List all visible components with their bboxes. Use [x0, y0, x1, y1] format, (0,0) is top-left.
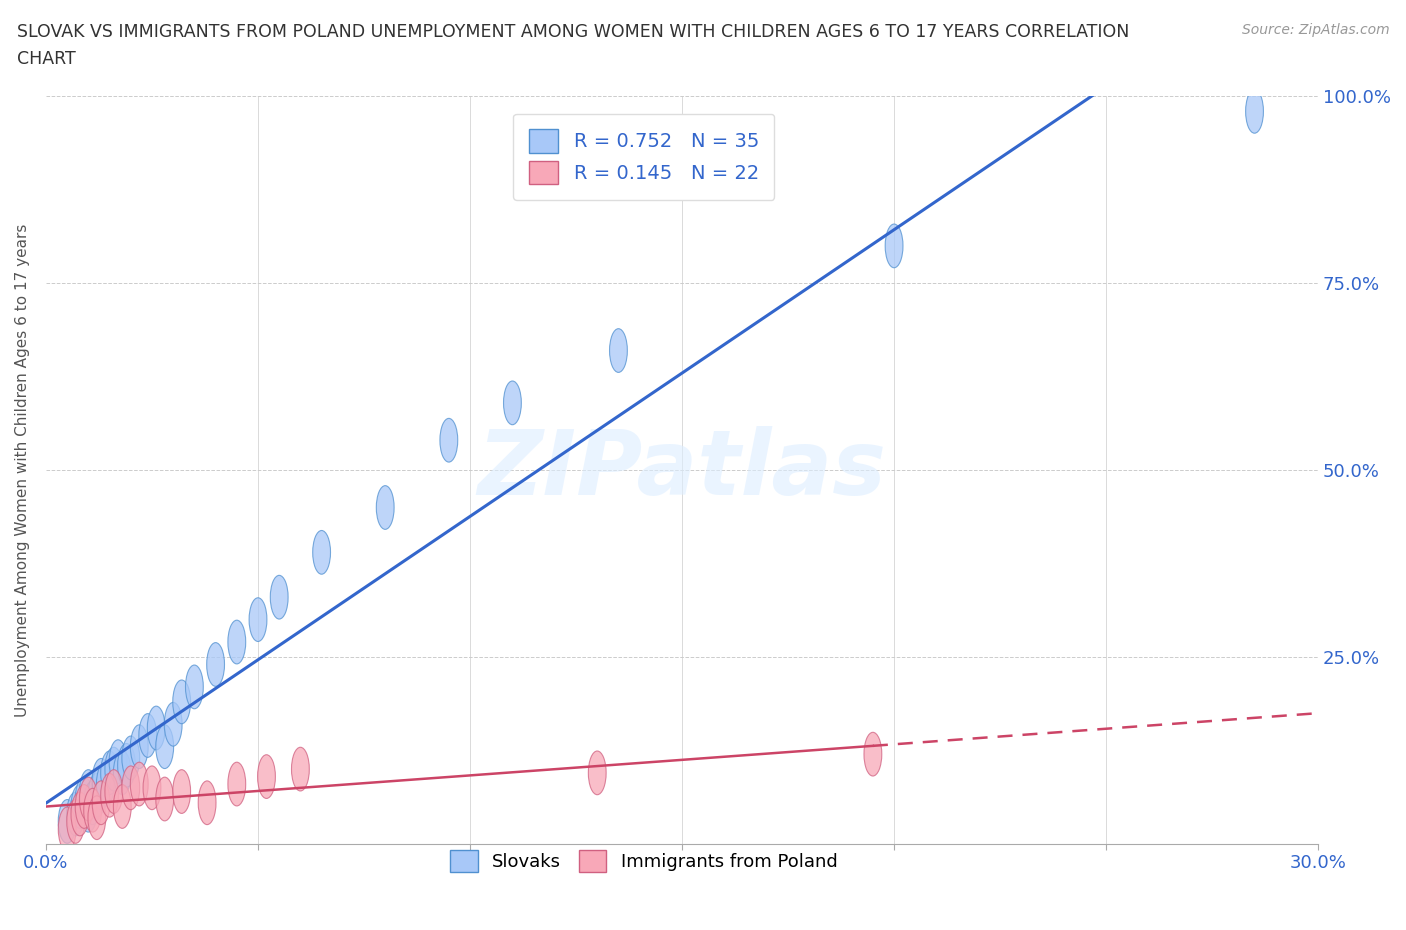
Ellipse shape	[76, 777, 93, 821]
Ellipse shape	[84, 781, 101, 825]
Ellipse shape	[207, 643, 225, 686]
Ellipse shape	[186, 665, 204, 709]
Ellipse shape	[84, 789, 101, 832]
Ellipse shape	[58, 807, 76, 851]
Ellipse shape	[257, 755, 276, 799]
Ellipse shape	[58, 800, 76, 844]
Ellipse shape	[122, 736, 139, 779]
Ellipse shape	[80, 789, 97, 832]
Ellipse shape	[118, 743, 135, 787]
Ellipse shape	[70, 792, 89, 836]
Ellipse shape	[228, 763, 246, 806]
Ellipse shape	[156, 724, 173, 768]
Ellipse shape	[105, 770, 122, 814]
Ellipse shape	[503, 381, 522, 425]
Ellipse shape	[131, 724, 148, 768]
Ellipse shape	[110, 739, 127, 783]
Ellipse shape	[105, 747, 122, 791]
Ellipse shape	[131, 763, 148, 806]
Ellipse shape	[89, 796, 105, 840]
Ellipse shape	[291, 747, 309, 791]
Ellipse shape	[143, 766, 160, 810]
Ellipse shape	[114, 785, 131, 829]
Ellipse shape	[377, 485, 394, 529]
Ellipse shape	[886, 224, 903, 268]
Ellipse shape	[173, 680, 191, 724]
Ellipse shape	[588, 751, 606, 795]
Ellipse shape	[863, 732, 882, 776]
Ellipse shape	[165, 702, 183, 746]
Text: ZIPatlas: ZIPatlas	[478, 426, 887, 514]
Ellipse shape	[228, 620, 246, 664]
Ellipse shape	[101, 751, 118, 795]
Ellipse shape	[249, 598, 267, 642]
Ellipse shape	[70, 785, 89, 829]
Ellipse shape	[122, 766, 139, 810]
Ellipse shape	[1246, 89, 1264, 133]
Ellipse shape	[312, 530, 330, 574]
Ellipse shape	[270, 576, 288, 619]
Ellipse shape	[76, 785, 93, 829]
Ellipse shape	[156, 777, 173, 821]
Text: SLOVAK VS IMMIGRANTS FROM POLAND UNEMPLOYMENT AMONG WOMEN WITH CHILDREN AGES 6 T: SLOVAK VS IMMIGRANTS FROM POLAND UNEMPLO…	[17, 23, 1129, 68]
Y-axis label: Unemployment Among Women with Children Ages 6 to 17 years: Unemployment Among Women with Children A…	[15, 223, 30, 717]
Ellipse shape	[80, 777, 97, 821]
Ellipse shape	[198, 781, 217, 825]
Ellipse shape	[148, 706, 165, 750]
Ellipse shape	[93, 759, 110, 803]
Ellipse shape	[80, 770, 97, 814]
Text: Source: ZipAtlas.com: Source: ZipAtlas.com	[1241, 23, 1389, 37]
Ellipse shape	[610, 328, 627, 372]
Ellipse shape	[89, 774, 105, 817]
Ellipse shape	[93, 766, 110, 810]
Ellipse shape	[440, 418, 458, 462]
Ellipse shape	[66, 800, 84, 844]
Ellipse shape	[97, 763, 114, 806]
Ellipse shape	[93, 781, 110, 825]
Ellipse shape	[101, 774, 118, 817]
Ellipse shape	[114, 751, 131, 795]
Legend: Slovaks, Immigrants from Poland: Slovaks, Immigrants from Poland	[443, 844, 845, 880]
Ellipse shape	[139, 713, 156, 757]
Ellipse shape	[173, 770, 191, 814]
Ellipse shape	[66, 792, 84, 836]
